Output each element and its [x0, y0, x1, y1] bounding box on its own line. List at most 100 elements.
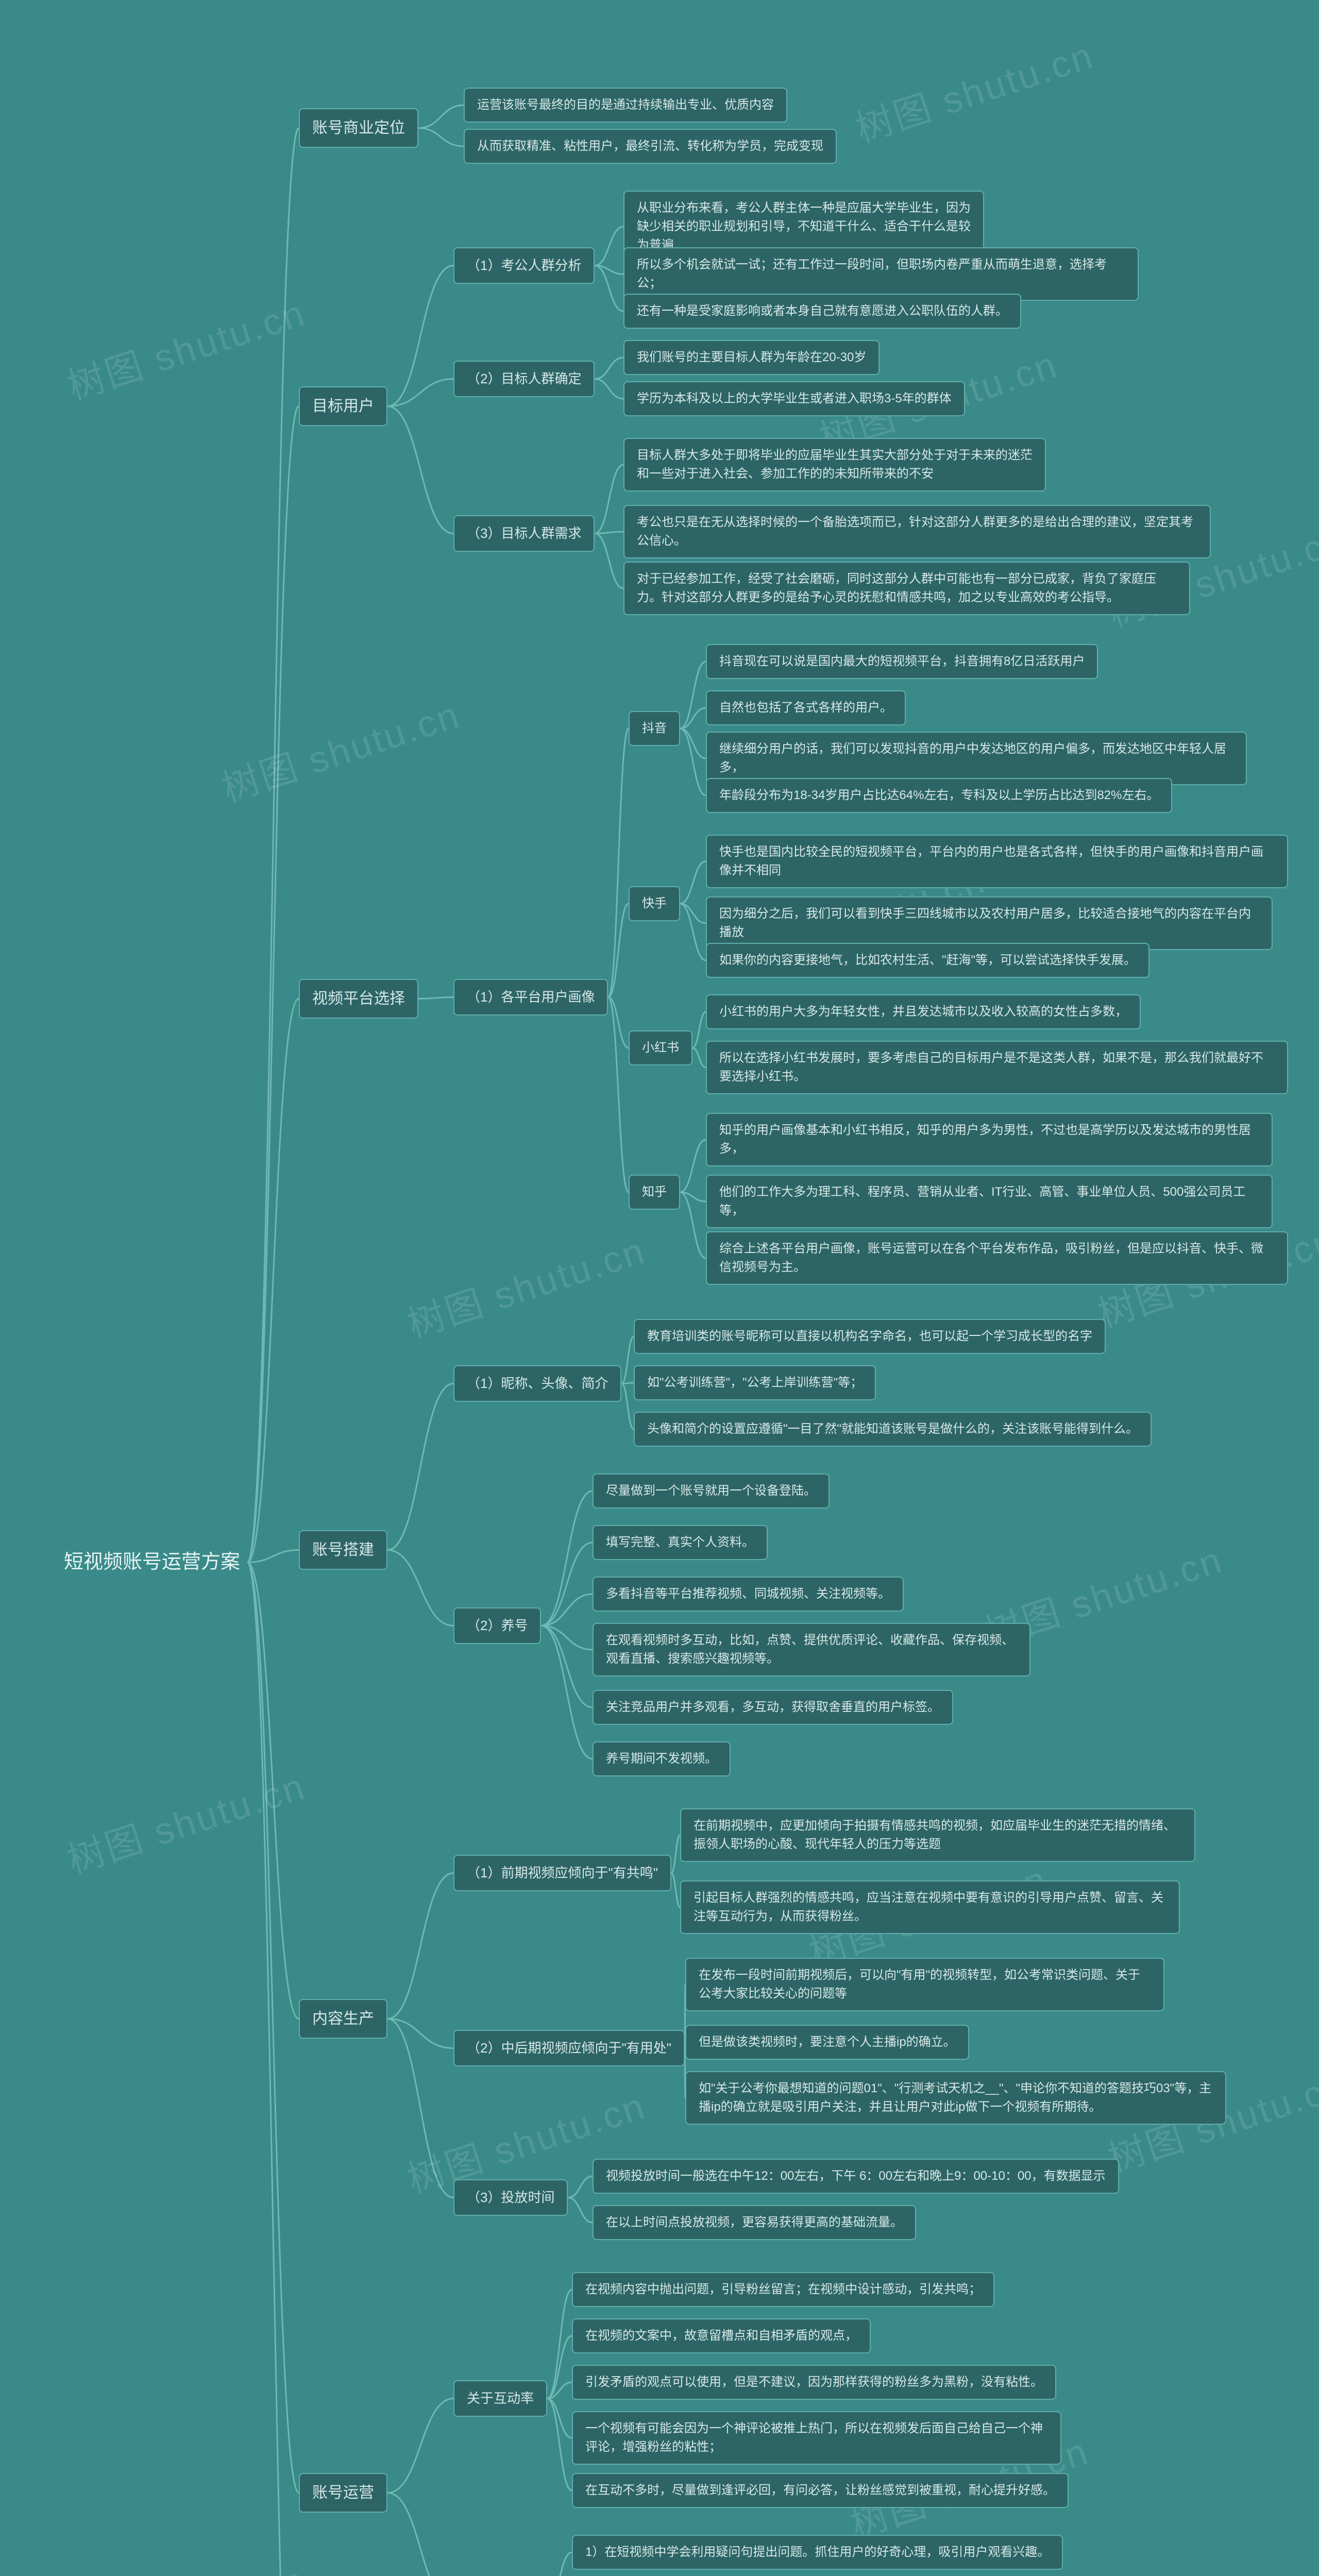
group-node: （3）目标人群需求 [453, 515, 595, 552]
edge [247, 1563, 299, 2576]
leaf-node: 一个视频有可能会因为一个神评论被推上热门，所以在视频发后面自己给自己一个神评论，… [572, 2411, 1061, 2465]
edge [418, 128, 464, 147]
leaf-node: 如"关于公考你最想知道的问题01"、"行测考试天机之__"、"申论你不知道的答题… [685, 2071, 1226, 2125]
leaf-node: 他们的工作大多为理工科、程序员、营销从业者、IT行业、高管、事业单位人员、500… [706, 1175, 1273, 1228]
root-node: 短视频账号运营方案 [57, 1543, 247, 1582]
leaf-node: 在以上时间点投放视频，更容易获得更高的基础流量。 [593, 2205, 916, 2240]
edge [680, 1140, 706, 1192]
edge [568, 2176, 593, 2198]
edge [608, 728, 629, 997]
leaf-node: 但是做该类视频时，要注意个人主播ip的确立。 [685, 2025, 969, 2060]
edge [680, 728, 706, 795]
leaf-node: 还有一种是受家庭影响或者本身自己就有意愿进入公职队伍的人群。 [623, 294, 1021, 329]
edge [680, 1192, 706, 1258]
leaf-node: 年龄段分布为18-34岁用户占比达64%左右，专科及以上学历占比达到82%左右。 [706, 778, 1172, 813]
edge [621, 1336, 634, 1384]
watermark: 树图 shutu.cn [848, 25, 1100, 152]
edge [247, 1563, 299, 2019]
edge [387, 1384, 453, 1550]
edge [418, 105, 464, 128]
group-node: （3）投放时间 [453, 2179, 568, 2216]
edge [692, 1012, 706, 1048]
edge [247, 999, 299, 1563]
edge [541, 1491, 593, 1626]
leaf-node: 自然也包括了各式各样的用户。 [706, 690, 906, 725]
edge [541, 1626, 593, 1759]
leaf-node: 尽量做到一个账号就用一个设备登陆。 [593, 1473, 830, 1509]
watermark: 树图 shutu.cn [60, 1756, 312, 1884]
edge [608, 997, 629, 1048]
edge [387, 2493, 453, 2576]
group-node: 知乎 [629, 1175, 680, 1210]
group-node: （1）前期视频应倾向于"有共鸣" [453, 1855, 671, 1891]
leaf-node: 引起目标人群强烈的情感共鸣，应当注意在视频中要有意识的引导用户点赞、留言、关注等… [680, 1880, 1180, 1934]
edge [621, 1383, 634, 1384]
leaf-node: 关注竞品用户并多观看，多互动，获得取舍垂直的用户标签。 [593, 1690, 953, 1725]
branch-node: 目标用户 [299, 386, 387, 426]
edge [692, 1048, 706, 1067]
leaf-node: 在前期视频中，应更加倾向于拍摄有情感共鸣的视频，如应届毕业生的迷茫无措的情绪、振… [680, 1808, 1195, 1862]
edge [387, 1873, 453, 2019]
leaf-node: 在互动不多时，尽量做到逢评必回，有问必答，让粉丝感觉到被重视，耐心提升好感。 [572, 2473, 1069, 2508]
group-node: 关于互动率 [453, 2380, 547, 2417]
leaf-node: 头像和简介的设置应遵循"一目了然"就能知道该账号是做什么的，关注该账号能得到什么… [634, 1412, 1152, 1447]
edge [680, 904, 706, 960]
edge [541, 1626, 593, 1650]
leaf-node: 在观看视频时多互动，比如，点赞、提供优质评论、收藏作品、保存视频、观看直播、搜索… [593, 1623, 1030, 1676]
edge [541, 1626, 593, 1708]
group-node: 小红书 [629, 1030, 692, 1065]
edge [568, 2198, 593, 2223]
edge [671, 1873, 680, 1908]
edge [595, 532, 623, 534]
leaf-node: 教育培训类的账号昵称可以直接以机构名字命名，也可以起一个学习成长型的名字 [634, 1319, 1106, 1354]
watermark: 树图 shutu.cn [214, 684, 466, 812]
edge [680, 1192, 706, 1201]
leaf-node: 对于已经参加工作，经受了社会磨砺，同时这部分人群中可能也有一部分已成家，背负了家… [623, 562, 1190, 615]
group-node: 快手 [629, 886, 680, 921]
edge [595, 266, 623, 275]
group-node: （2）中后期视频应倾向于"有用处" [453, 2030, 685, 2066]
edge [680, 708, 706, 728]
edge [608, 904, 629, 997]
leaf-node: 知乎的用户画像基本和小红书相反，知乎的用户多为男性，不过也是高学历以及发达城市的… [706, 1113, 1273, 1166]
edge [680, 904, 706, 923]
edge [595, 379, 623, 399]
leaf-node: 多看抖音等平台推荐视频、同城视频、关注视频等。 [593, 1577, 904, 1612]
leaf-node: 在视频的文案中，故意留槽点和自相矛盾的观点， [572, 2318, 871, 2353]
edge [547, 2552, 572, 2576]
edge [547, 2399, 572, 2438]
group-node: （1）各平台用户画像 [453, 979, 608, 1015]
edge [595, 266, 623, 312]
leaf-node: 在视频内容中抛出问题，引导粉丝留言；在视频中设计感动，引发共鸣； [572, 2272, 994, 2307]
edge [541, 1594, 593, 1626]
leaf-node: 填写完整、真实个人资料。 [593, 1525, 768, 1560]
leaf-node: 继续细分用户的话，我们可以发现抖音的用户中发达地区的用户偏多，而发达地区中年轻人… [706, 732, 1247, 785]
branch-node: 账号商业定位 [299, 108, 418, 148]
leaf-node: 运营该账号最终的目的是通过持续输出专业、优质内容 [464, 88, 787, 123]
leaf-node: 小红书的用户大多为年轻女性，并且发达城市以及收入较高的女性占多数， [706, 994, 1141, 1029]
watermark: 树图 shutu.cn [60, 282, 312, 410]
leaf-node: 快手也是国内比较全民的短视频平台，平台内的用户也是各式各样，但快手的用户画像和抖… [706, 835, 1288, 888]
edge [387, 406, 453, 534]
edge [680, 861, 706, 904]
leaf-node: 我们账号的主要目标人群为年龄在20-30岁 [623, 340, 880, 375]
branch-node: 视频平台选择 [299, 979, 418, 1019]
leaf-node: 学历为本科及以上的大学毕业生或者进入职场3-5年的群体 [623, 381, 965, 416]
edge [595, 465, 623, 534]
leaf-node: 因为细分之后，我们可以看到快手三四线城市以及农村用户居多，比较适合接地气的内容在… [706, 896, 1273, 950]
leaf-node: 如果你的内容更接地气，比如农村生活、"赶海"等，可以尝试选择快手发展。 [706, 943, 1149, 978]
edge [671, 1835, 680, 1873]
edge [680, 662, 706, 728]
edge [418, 997, 453, 999]
edge [680, 728, 706, 758]
leaf-node: 抖音现在可以说是国内最大的短视频平台，抖音拥有8亿日活跃用户 [706, 644, 1098, 679]
leaf-node: 考公也只是在无从选择时候的一个备胎选项而已，针对这部分人群更多的是给出合理的建议… [623, 505, 1211, 558]
edge [247, 406, 299, 1563]
edge [547, 2382, 572, 2399]
leaf-node: 引发矛盾的观点可以使用，但是不建议，因为那样获得的粉丝多为黑粉，没有粘性。 [572, 2365, 1056, 2400]
leaf-node: 1）在短视频中学会利用疑问句提出问题。抓住用户的好奇心理，吸引用户观看兴趣。 [572, 2535, 1063, 2570]
leaf-node: 从而获取精准、粘性用户，最终引流、转化称为学员，完成变现 [464, 129, 837, 164]
edge [541, 1543, 593, 1626]
edge [247, 128, 299, 1563]
edge [387, 266, 453, 406]
